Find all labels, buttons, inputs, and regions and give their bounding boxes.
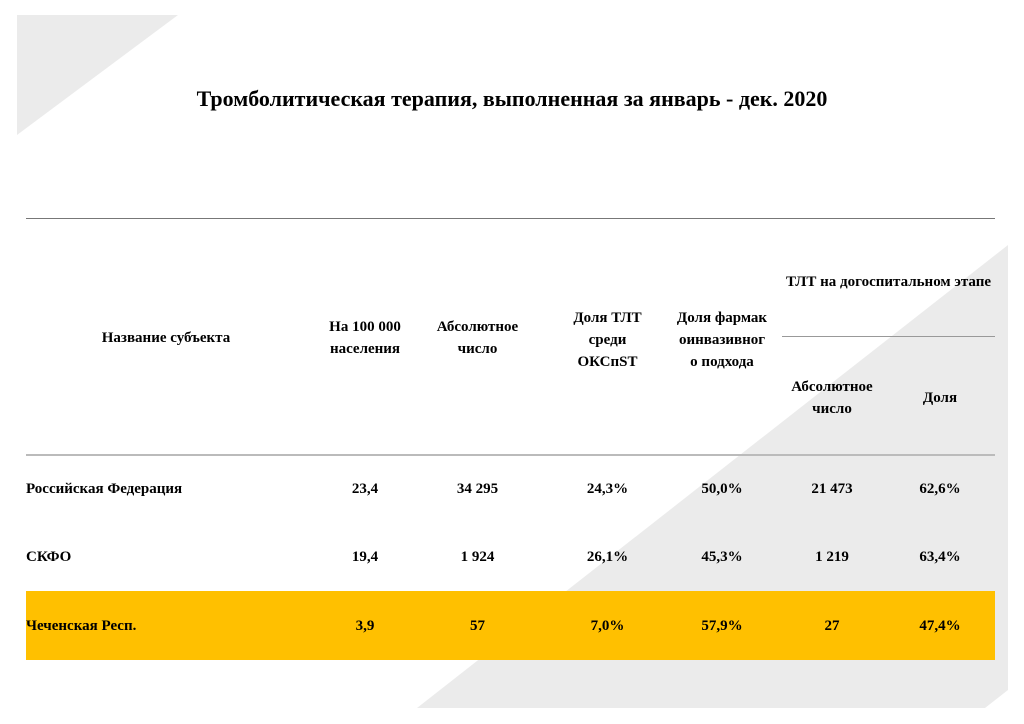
cell-prehospital-share: 62,6% — [919, 481, 961, 497]
table-top-rule — [26, 218, 995, 219]
slide-title: Тромболитическая терапия, выполненная за… — [196, 86, 828, 111]
cell-per100k: 23,4 — [351, 481, 379, 497]
cell-share-pharma: 57,9% — [701, 618, 743, 634]
header-absolute: Абсолютное число — [436, 319, 519, 357]
cell-share-pharma: 50,0% — [701, 481, 743, 497]
cell-absolute: 34 295 — [456, 481, 499, 497]
header-share-oks: Доля ТЛТ среди ОКСпST — [573, 310, 642, 370]
header-name: Название субъекта — [101, 330, 231, 346]
decor-triangle-top-left — [17, 15, 178, 135]
header-prehospital: ТЛТ на догоспитальном этапе — [785, 274, 992, 290]
cell-prehospital-share: 63,4% — [919, 549, 961, 565]
highlight-row-background — [26, 591, 995, 660]
cell-absolute: 1 924 — [460, 549, 495, 565]
cell-share-oks: 26,1% — [586, 549, 629, 565]
header-share-pharma: Доля фармакоинвазивного подхода — [676, 310, 768, 370]
header-bottom-rule — [26, 454, 995, 456]
cell-prehospital-abs: 1 219 — [815, 549, 849, 565]
cell-absolute: 57 — [470, 618, 485, 634]
cell-name: Чеченская Респ. — [26, 618, 137, 634]
cell-share-pharma: 45,3% — [701, 549, 743, 565]
cell-share-oks: 7,0% — [590, 618, 625, 634]
cell-prehospital-share: 47,4% — [919, 618, 961, 634]
header-prehospital-share: Доля — [922, 390, 958, 406]
header-per100k: На 100 000 населения — [329, 319, 401, 357]
cell-share-oks: 24,3% — [586, 481, 629, 497]
cell-per100k: 19,4 — [351, 549, 379, 565]
cell-name: СКФО — [26, 549, 72, 565]
cell-name: Российская Федерация — [26, 481, 183, 497]
header-prehospital-abs: Абсолютное число — [791, 379, 873, 417]
cell-prehospital-abs: 21 473 — [811, 481, 853, 497]
cell-per100k: 3,9 — [355, 618, 375, 634]
subheader-rule — [782, 336, 995, 337]
cell-prehospital-abs: 27 — [824, 618, 840, 634]
